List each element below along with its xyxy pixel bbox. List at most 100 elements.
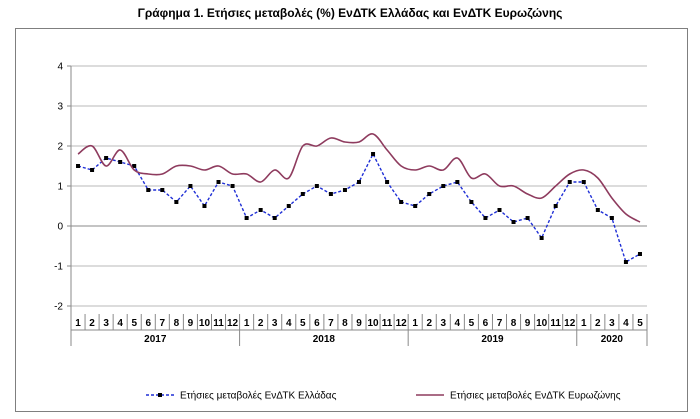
data-point: [637, 252, 642, 256]
data-point: [216, 180, 221, 184]
data-point: [76, 164, 81, 168]
year-label: 2018: [313, 334, 336, 345]
legend-label: Ετήσιες μεταβολές ΕνΔΤΚ Ελλάδας: [180, 390, 337, 402]
x-tick-label: 7: [497, 318, 503, 329]
data-point: [244, 216, 249, 220]
data-point: [300, 192, 305, 196]
data-point: [90, 168, 95, 172]
legend: Ετήσιες μεταβολές ΕνΔΤΚ Ελλάδας Ετήσιες μ…: [146, 390, 621, 402]
x-tick-label: 8: [174, 318, 180, 329]
data-point: [174, 200, 179, 204]
x-tick-label: 1: [244, 318, 250, 329]
x-tick-label: 10: [367, 318, 379, 329]
x-tick-label: 2: [426, 318, 432, 329]
data-point: [132, 164, 137, 168]
x-tick-label: 5: [637, 318, 643, 329]
data-point: [258, 208, 263, 212]
year-label: 2017: [144, 334, 167, 345]
x-tick-label: 10: [536, 318, 548, 329]
data-point: [104, 156, 109, 160]
x-tick-label: 9: [188, 318, 194, 329]
x-tick-label: 8: [511, 318, 517, 329]
data-point: [623, 260, 628, 264]
x-tick-label: 3: [609, 318, 615, 329]
x-tick-label: 1: [412, 318, 418, 329]
data-point: [230, 184, 235, 188]
data-point: [342, 188, 347, 192]
chart-frame: -2 -1 0 1 2 3 4 1 2 3 4 5 6 7 8 9 10 11 12 1 2 3 4 5 6 7 8 9 10 11 12…: [15, 28, 688, 412]
x-axis-categories: 1 2 3 4 5 6 7 8 9 10 11 12 1 2 3 4 5 6 7 8 9 10 11 12 1 2 3 4 5 6 7 8 9 1…: [71, 314, 648, 346]
x-tick-label: 4: [623, 318, 629, 329]
x-tick-label: 11: [213, 318, 224, 329]
x-tick-label: 7: [160, 318, 166, 329]
x-tick-label: 4: [286, 318, 292, 329]
y-tick-label: 3: [57, 102, 63, 113]
data-point: [525, 216, 530, 220]
data-point: [399, 200, 404, 204]
x-tick-label: 9: [525, 318, 531, 329]
data-point: [483, 216, 488, 220]
data-point: [539, 236, 544, 240]
data-point: [314, 184, 319, 188]
grid-lines: [71, 65, 647, 307]
y-tick-label: 4: [57, 62, 63, 73]
x-tick-label: 5: [131, 318, 137, 329]
x-tick-label: 12: [227, 318, 239, 329]
x-tick-label: 11: [550, 318, 561, 329]
y-tick-label: 1: [57, 182, 63, 193]
x-tick-label: 7: [328, 318, 334, 329]
x-tick-label: 2: [258, 318, 264, 329]
x-tick-label: 1: [75, 318, 81, 329]
data-point: [581, 180, 586, 184]
data-point: [427, 192, 432, 196]
data-point: [413, 204, 418, 208]
year-label: 2019: [481, 334, 504, 345]
data-point: [455, 180, 460, 184]
data-point: [357, 180, 361, 184]
data-point: [202, 204, 207, 208]
data-point: [146, 188, 151, 192]
x-tick-label: 5: [469, 318, 475, 329]
series-line-greece: [77, 152, 641, 264]
year-label: 2020: [601, 334, 624, 345]
y-tick-label: 2: [57, 142, 63, 153]
y-tick-label: -1: [54, 262, 63, 273]
x-tick-label: 6: [145, 318, 151, 329]
x-tick-label: 3: [441, 318, 447, 329]
data-point: [497, 208, 502, 212]
x-tick-label: 2: [595, 318, 601, 329]
x-tick-label: 9: [356, 318, 362, 329]
data-point: [160, 188, 165, 192]
x-tick-label: 12: [396, 318, 408, 329]
data-point: [553, 204, 558, 208]
data-point: [272, 216, 277, 220]
x-tick-label: 5: [300, 318, 306, 329]
data-point: [595, 208, 600, 212]
series-line-eurozone: [77, 133, 641, 223]
y-axis-ticks: -2 -1 0 1 2 3 4: [54, 62, 71, 313]
legend-label: Ετήσιες μεταβολές ΕνΔΤΚ Ευρωζώνης: [450, 390, 621, 402]
data-point: [118, 160, 123, 164]
data-point: [371, 152, 376, 156]
x-tick-label: 4: [117, 318, 123, 329]
data-point: [567, 180, 572, 184]
data-point: [328, 192, 333, 196]
x-tick-label: 10: [199, 318, 211, 329]
x-tick-label: 6: [483, 318, 489, 329]
data-point: [385, 180, 390, 184]
data-point: [469, 200, 474, 204]
legend-marker: [158, 393, 162, 397]
x-tick-label: 8: [342, 318, 348, 329]
series-lines: [76, 133, 642, 264]
x-tick-label: 1: [581, 318, 587, 329]
x-tick-label: 2: [89, 318, 95, 329]
data-point: [286, 204, 291, 208]
x-tick-label: 3: [272, 318, 278, 329]
data-point: [188, 184, 193, 188]
data-point: [511, 220, 516, 224]
x-tick-label: 11: [382, 318, 393, 329]
x-tick-label: 6: [314, 318, 320, 329]
x-tick-label: 4: [455, 318, 461, 329]
x-tick-label: 3: [103, 318, 109, 329]
